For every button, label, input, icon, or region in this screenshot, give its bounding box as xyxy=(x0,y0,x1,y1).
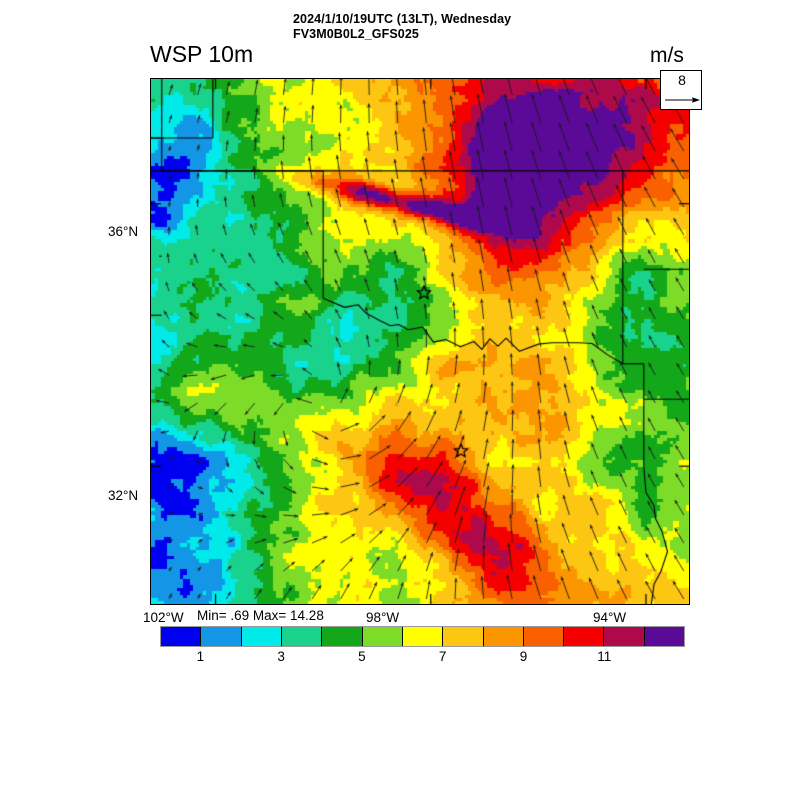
colorbar-tick-9: 9 xyxy=(519,649,528,664)
lon-tick-94w: 94°W xyxy=(593,610,627,625)
lon-tick-98w: 98°W xyxy=(366,610,400,625)
colorbar-tick-3: 3 xyxy=(277,649,285,664)
colorbar-swatch-1 xyxy=(201,627,242,646)
colorbar-swatch-3 xyxy=(281,627,323,646)
minmax-statistics: Min= .69 Max= 14.28 xyxy=(197,608,324,623)
colorbar-tick-7: 7 xyxy=(438,649,447,664)
map-plot-area xyxy=(150,78,690,605)
colorbar-swatch-5 xyxy=(362,627,403,646)
map-overlay-canvas xyxy=(151,79,689,604)
vector-scale-legend: 8 xyxy=(660,70,702,110)
colorbar xyxy=(160,626,685,647)
lat-tick-32n: 32°N xyxy=(108,488,139,503)
colorbar-swatch-4 xyxy=(322,627,363,646)
colorbar-tick-5: 5 xyxy=(358,649,366,664)
lat-tick-36n: 36°N xyxy=(108,224,139,239)
colorbar-swatch-2 xyxy=(241,627,282,646)
lon-tick-102w: 102°W xyxy=(143,610,184,625)
colorbar-swatch-10 xyxy=(564,627,605,646)
colorbar-swatch-12 xyxy=(644,627,685,646)
right-arrow-icon xyxy=(665,97,700,103)
colorbar-swatch-0 xyxy=(161,627,202,646)
unit-label: m/s xyxy=(650,44,684,67)
colorbar-swatch-11 xyxy=(604,627,645,646)
variable-label: WSP 10m xyxy=(150,41,254,67)
colorbar-swatch-6 xyxy=(402,627,444,646)
colorbar-tick-11: 11 xyxy=(597,649,612,664)
title-datetime: 2024/1/10/19UTC (13LT), Wednesday xyxy=(293,12,512,26)
title-model: FV3M0B0L2_GFS025 xyxy=(293,27,419,41)
colorbar-swatch-8 xyxy=(483,627,524,646)
colorbar-swatch-7 xyxy=(443,627,484,646)
colorbar-tick-labels: 1 3 5 7 9 11 xyxy=(160,649,685,667)
vector-scale-value: 8 xyxy=(678,72,686,88)
colorbar-swatch-9 xyxy=(523,627,565,646)
colorbar-tick-1: 1 xyxy=(196,649,205,664)
